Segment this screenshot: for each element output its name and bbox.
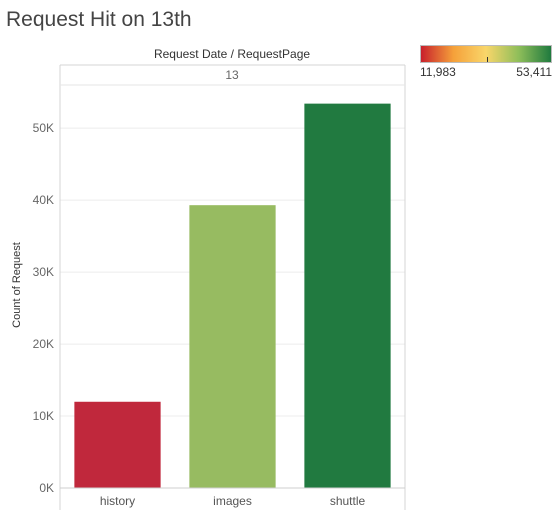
x-tick-label: images	[213, 494, 252, 508]
chart-title: Request Hit on 13th	[6, 8, 192, 31]
y-tick-label: 20K	[33, 337, 54, 351]
legend-min-label: 11,983	[420, 65, 456, 79]
header-label: Request Date / RequestPage	[154, 47, 310, 61]
color-legend: 11,983 53,411	[420, 45, 552, 79]
x-tick-label: history	[100, 494, 135, 508]
y-tick-label: 40K	[33, 193, 54, 207]
legend-tick	[487, 57, 488, 62]
legend-max-label: 53,411	[516, 65, 552, 79]
y-axis-label: Count of Request	[11, 242, 23, 328]
x-tick-label: shuttle	[330, 494, 366, 508]
bar-shuttle[interactable]	[304, 103, 391, 488]
bar-history[interactable]	[74, 401, 161, 488]
color-legend-gradient	[420, 45, 552, 63]
y-tick-label: 10K	[33, 409, 54, 423]
y-tick-label: 0K	[39, 481, 54, 495]
y-tick-label: 50K	[33, 121, 54, 135]
group-label: 13	[225, 68, 239, 82]
bar-images[interactable]	[189, 205, 276, 488]
y-tick-label: 30K	[33, 265, 54, 279]
